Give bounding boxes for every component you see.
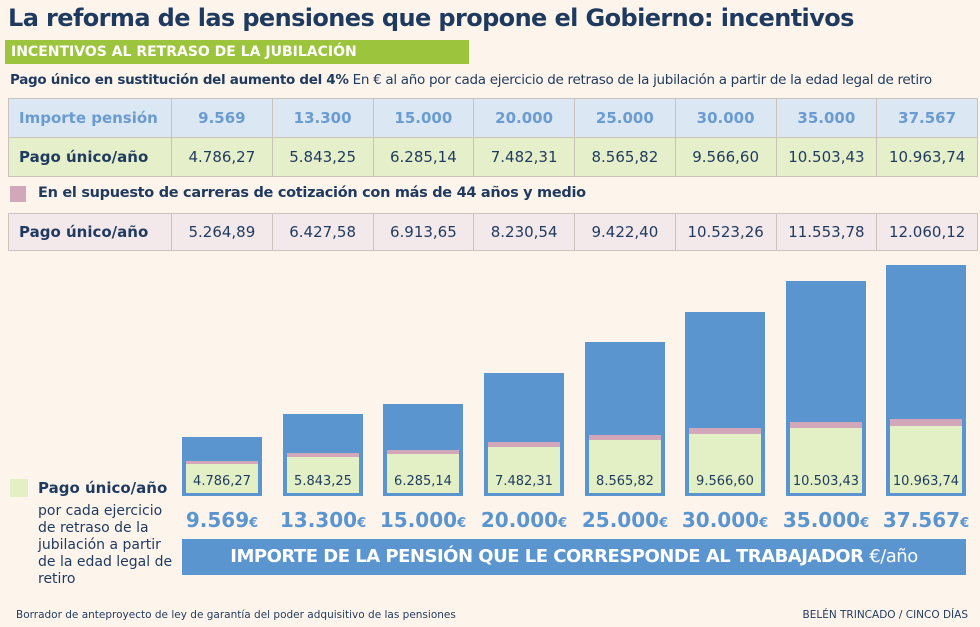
- table-cell: 13.300: [271, 98, 374, 138]
- table-cell: 8.565,82: [574, 137, 676, 177]
- bar-segment-pago: 9.566,60: [689, 434, 761, 493]
- table-cell: 25.000: [574, 98, 676, 138]
- x-tick-label: 25.000€: [575, 508, 675, 532]
- table-cell: 4.786,27: [171, 137, 273, 177]
- bar-value-label: 10.503,43: [792, 474, 860, 489]
- table-cell: 9.566,60: [674, 137, 777, 177]
- x-tick-label: 9.569€: [172, 508, 272, 532]
- table-cell: 9.569: [171, 98, 273, 138]
- bar-value-label: 6.285,14: [394, 474, 452, 489]
- bar-segment-pago: 10.963,74: [890, 425, 962, 493]
- axis-unit: €/año: [869, 546, 918, 567]
- bar-segment-pago: 10.503,43: [790, 428, 862, 493]
- table-cell: 20.000: [473, 98, 575, 138]
- bar-value-label: 7.482,31: [495, 474, 553, 489]
- page-title: La reforma de las pensiones que propone …: [8, 4, 854, 32]
- bar-pension: 9.566,60: [685, 311, 765, 496]
- pink-legend-swatch: [10, 186, 26, 202]
- table-cell: 15.000: [372, 98, 475, 138]
- source-note: Borrador de anteproyecto de ley de garan…: [16, 609, 456, 621]
- row-label-pago: Pago único/año: [8, 137, 172, 177]
- pink-legend-text: En el supuesto de carreras de cotización…: [38, 185, 586, 201]
- bar-segment-pago: 7.482,31: [488, 446, 560, 493]
- euro-sign: €: [249, 516, 259, 531]
- bar-pension: 4.786,27: [182, 437, 262, 496]
- intro-rest: En € al año por cada ejercicio de retras…: [348, 72, 932, 88]
- x-tick-label: 30.000€: [675, 508, 775, 532]
- bar-pension: 7.482,31: [484, 373, 564, 496]
- x-tick-value: 35.000: [782, 508, 861, 532]
- x-tick-value: 9.569: [185, 508, 250, 532]
- x-tick-label: 13.300€: [273, 508, 373, 532]
- x-tick-label: 15.000€: [373, 508, 473, 532]
- row-label-importe: Importe pensión: [8, 98, 172, 138]
- table-cell: 12.060,12: [876, 213, 978, 251]
- euro-sign: €: [860, 516, 870, 531]
- green-legend-swatch: [10, 479, 28, 497]
- x-tick-value: 15.000: [379, 508, 458, 532]
- axis-title: IMPORTE DE LA PENSIÓN QUE LE CORRESPONDE…: [230, 546, 864, 567]
- intro-text: Pago único en sustitución del aumento de…: [10, 72, 932, 88]
- x-tick-label: 35.000€: [776, 508, 876, 532]
- section-header: INCENTIVOS AL RETRASO DE LA JUBILACIÓN: [5, 40, 469, 64]
- x-tick-value: 20.000: [480, 508, 559, 532]
- table-cell: 6.913,65: [372, 213, 475, 251]
- extended-career-table: Pago único/año 5.264,89 6.427,58 6.913,65 8.…: [8, 213, 978, 251]
- euro-sign: €: [659, 516, 669, 531]
- table-cell: 6.427,58: [271, 213, 374, 251]
- table-cell: 5.843,25: [271, 137, 374, 177]
- x-tick-label: 20.000€: [474, 508, 574, 532]
- bar-segment-pago: 6.285,14: [387, 454, 459, 493]
- bar-segment-pago: 4.786,27: [186, 463, 258, 493]
- table-cell: 10.523,26: [674, 213, 777, 251]
- table-cell: 9.422,40: [574, 213, 676, 251]
- legend-title: Pago único/año: [38, 479, 168, 497]
- x-tick-value: 13.300: [279, 508, 358, 532]
- legend-description: por cada ejercicio de retraso de la jubi…: [38, 503, 173, 587]
- table-cell: 35.000: [775, 98, 878, 138]
- x-tick-value: 37.567: [882, 508, 961, 532]
- x-tick-label: 37.567€: [876, 508, 976, 532]
- bar-pension: 8.565,82: [585, 342, 665, 496]
- euro-sign: €: [960, 516, 970, 531]
- table-cell: 11.553,78: [775, 213, 878, 251]
- table-cell: 6.285,14: [372, 137, 475, 177]
- bar-pension: 10.503,43: [786, 280, 866, 496]
- bar-value-label: 5.843,25: [294, 473, 352, 489]
- row-label-pago-extended: Pago único/año: [8, 213, 172, 251]
- axis-title-band: IMPORTE DE LA PENSIÓN QUE LE CORRESPONDE…: [182, 539, 966, 575]
- x-tick-value: 30.000: [681, 508, 760, 532]
- bar-segment-pago: 8.565,82: [589, 440, 661, 493]
- euro-sign: €: [558, 516, 568, 531]
- table-cell: 5.264,89: [171, 213, 273, 251]
- bar-value-label: 9.566,60: [696, 474, 754, 489]
- table-cell: 10.963,74: [876, 137, 978, 177]
- x-tick-value: 25.000: [581, 508, 660, 532]
- table-cell: 37.567: [876, 98, 978, 138]
- table-cell: 30.000: [674, 98, 777, 138]
- table-cell: 7.482,31: [473, 137, 575, 177]
- bar-value-label: 10.963,74: [892, 473, 960, 489]
- pension-table: Importe pensión 9.569 13.300 15.000 20.000 25…: [8, 98, 978, 177]
- euro-sign: €: [759, 516, 769, 531]
- bar-pension: 5.843,25: [283, 414, 363, 496]
- euro-sign: €: [457, 516, 467, 531]
- bar-segment-pago: 5.843,25: [287, 457, 359, 493]
- euro-sign: €: [357, 516, 367, 531]
- bar-value-label: 8.565,82: [596, 474, 654, 489]
- bar-pension: 10.963,74: [886, 264, 966, 496]
- bar-value-label: 4.786,27: [193, 473, 251, 489]
- bar-pension: 6.285,14: [383, 403, 463, 496]
- credit: BELÉN TRINCADO / CINCO DÍAS: [802, 609, 969, 621]
- table-cell: 8.230,54: [473, 213, 575, 251]
- table-cell: 10.503,43: [775, 137, 878, 177]
- intro-bold: Pago único en sustitución del aumento de…: [10, 72, 349, 88]
